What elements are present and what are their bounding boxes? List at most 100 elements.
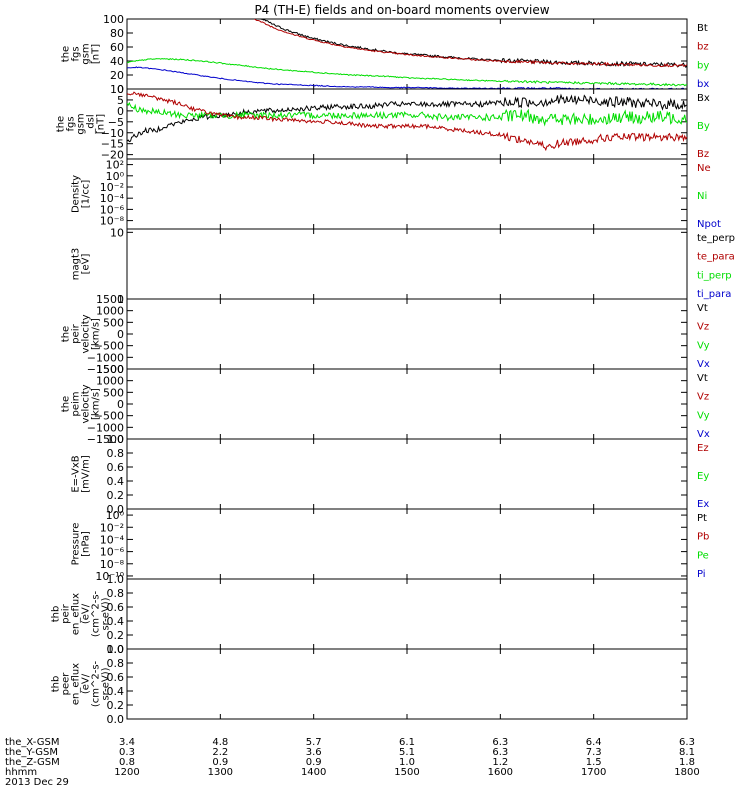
panel-frame xyxy=(126,368,688,440)
legend-ti_para: ti_para xyxy=(697,289,731,300)
y-tick-label: 1000 xyxy=(96,375,124,388)
footer-value: 0.8 xyxy=(119,757,135,768)
y-tick-label: −500 xyxy=(94,410,124,423)
legend-Vx: Vx xyxy=(697,429,710,440)
legend-bz: bz xyxy=(697,42,709,53)
footer-value: 3.6 xyxy=(306,747,322,758)
footer-value: 1.2 xyxy=(492,757,508,768)
footer-value: 6.4 xyxy=(586,737,602,748)
legend-Vy: Vy xyxy=(697,410,710,421)
y-tick-label: 0.8 xyxy=(107,447,125,460)
y-tick-label: 80 xyxy=(110,27,124,40)
y-tick-label: 0.0 xyxy=(107,503,125,516)
y-axis-label-line: the xyxy=(56,116,67,132)
legend-Ex: Ex xyxy=(697,499,709,510)
legend-Bx: Bx xyxy=(697,93,710,104)
footer-value: 6.1 xyxy=(399,737,415,748)
legend-Pi: Pi xyxy=(697,569,706,580)
legend-Ni: Ni xyxy=(697,191,707,202)
y-axis-label: thepeirvelocity[km/s] xyxy=(61,314,102,353)
y-axis-label-line: sr-eV)) xyxy=(101,597,112,630)
y-axis-label: magt3[eV] xyxy=(71,248,92,281)
y-tick-label: 10⁻⁶ xyxy=(100,546,125,559)
y-tick-label: 1.0 xyxy=(107,433,125,446)
y-axis-label-line: sr-eV)) xyxy=(101,667,112,700)
y-tick-label: 10⁰ xyxy=(106,509,125,522)
y-axis-label-line: Density xyxy=(71,175,82,213)
y-axis-label-line: E=-VxB xyxy=(71,455,82,492)
y-axis-label-line: peer xyxy=(61,672,72,696)
y-axis-label-line: en_eflux xyxy=(71,663,82,705)
footer-value: 4.8 xyxy=(212,737,228,748)
footer-value: 1400 xyxy=(301,767,326,778)
y-axis-label-line: fgs xyxy=(71,46,82,61)
footer-value: 1.5 xyxy=(586,757,602,768)
y-tick-label: 10⁻⁸ xyxy=(100,558,125,571)
y-tick-label: 0 xyxy=(117,328,124,341)
footer-value: 1600 xyxy=(488,767,513,778)
legend-bx: bx xyxy=(697,79,709,90)
y-tick-label: 10 xyxy=(110,83,124,96)
footer-row-label: the_Y-GSM xyxy=(5,747,58,758)
y-tick-label: −15 xyxy=(101,138,124,151)
y-tick-label: 0 xyxy=(117,105,124,118)
footer-date: 2013 Dec 29 xyxy=(5,777,69,788)
footer-value: 1300 xyxy=(208,767,233,778)
y-tick-label: 0.0 xyxy=(107,643,125,656)
y-axis-label-line: [nPa] xyxy=(81,531,92,557)
y-tick-label: 10⁻⁴ xyxy=(100,192,125,205)
footer-value: 2.2 xyxy=(212,747,228,758)
legend-Ne: Ne xyxy=(697,163,711,174)
y-tick-label: 0.4 xyxy=(107,615,125,628)
panels: 020406080100thefgsgsm[nT]Btbzbybx−20−15−… xyxy=(51,13,736,726)
y-tick-label: −5 xyxy=(108,116,124,129)
panel-9: 0.00.20.40.60.81.0thbpeeren_eflux(eV/(cm… xyxy=(51,643,688,726)
panel-frame xyxy=(126,298,688,370)
y-axis-label-line: magt3 xyxy=(71,248,82,281)
y-axis-label-line: peir xyxy=(61,603,72,623)
y-axis-label-line: peim xyxy=(71,391,82,416)
legend-Pb: Pb xyxy=(697,532,709,543)
y-axis-label-line: velocity xyxy=(81,314,92,353)
y-axis-label-line: (eV/ xyxy=(81,603,92,624)
y-axis-label-line: (eV/ xyxy=(81,673,92,694)
y-tick-label: 0.6 xyxy=(107,671,125,684)
y-tick-label: 0 xyxy=(117,83,124,96)
footer-value: 6.3 xyxy=(492,737,508,748)
y-tick-label: 10⁻⁴ xyxy=(100,533,125,546)
y-axis-label-line: en_eflux xyxy=(71,593,82,635)
plot-title: P4 (TH-E) fields and on-board moments ov… xyxy=(254,3,549,17)
footer-value: 5.1 xyxy=(399,747,415,758)
y-tick-label: −500 xyxy=(94,340,124,353)
series-line-By xyxy=(127,101,687,127)
y-axis-label: thefgsgsm[nT] xyxy=(61,43,102,64)
y-axis-label: thbpeiren_eflux(eV/(cm^2-s-sr-eV)) xyxy=(51,590,112,637)
footer-value: 5.7 xyxy=(306,737,322,748)
y-axis-label-line: [1/cc] xyxy=(81,180,92,209)
legend-By: By xyxy=(697,121,710,132)
y-tick-label: 0.2 xyxy=(107,629,125,642)
legend-Bz: Bz xyxy=(697,149,709,160)
y-tick-label: 10⁻⁶ xyxy=(100,203,125,216)
y-tick-label: −10 xyxy=(101,127,124,140)
legend-by: by xyxy=(697,60,709,71)
y-tick-label: 0.4 xyxy=(107,685,125,698)
series-line-Bt xyxy=(259,19,687,69)
footer-value: 0.9 xyxy=(306,757,322,768)
legend-Bt: Bt xyxy=(697,23,708,34)
y-tick-label: 10 xyxy=(110,226,124,239)
y-tick-label: 0.2 xyxy=(107,489,125,502)
y-tick-label: 500 xyxy=(103,386,124,399)
y-tick-label: −1500 xyxy=(87,363,124,376)
y-axis-label: thepeimvelocity[km/s] xyxy=(61,384,102,423)
y-axis-label-line: gsm xyxy=(81,43,92,64)
footer-value: 0.9 xyxy=(212,757,228,768)
legend-Vy: Vy xyxy=(697,340,710,351)
y-axis-label-line: [nT] xyxy=(96,114,107,134)
series-line-bz xyxy=(253,19,687,68)
y-tick-label: 10⁻² xyxy=(100,181,124,194)
footer-value: 1500 xyxy=(394,767,419,778)
